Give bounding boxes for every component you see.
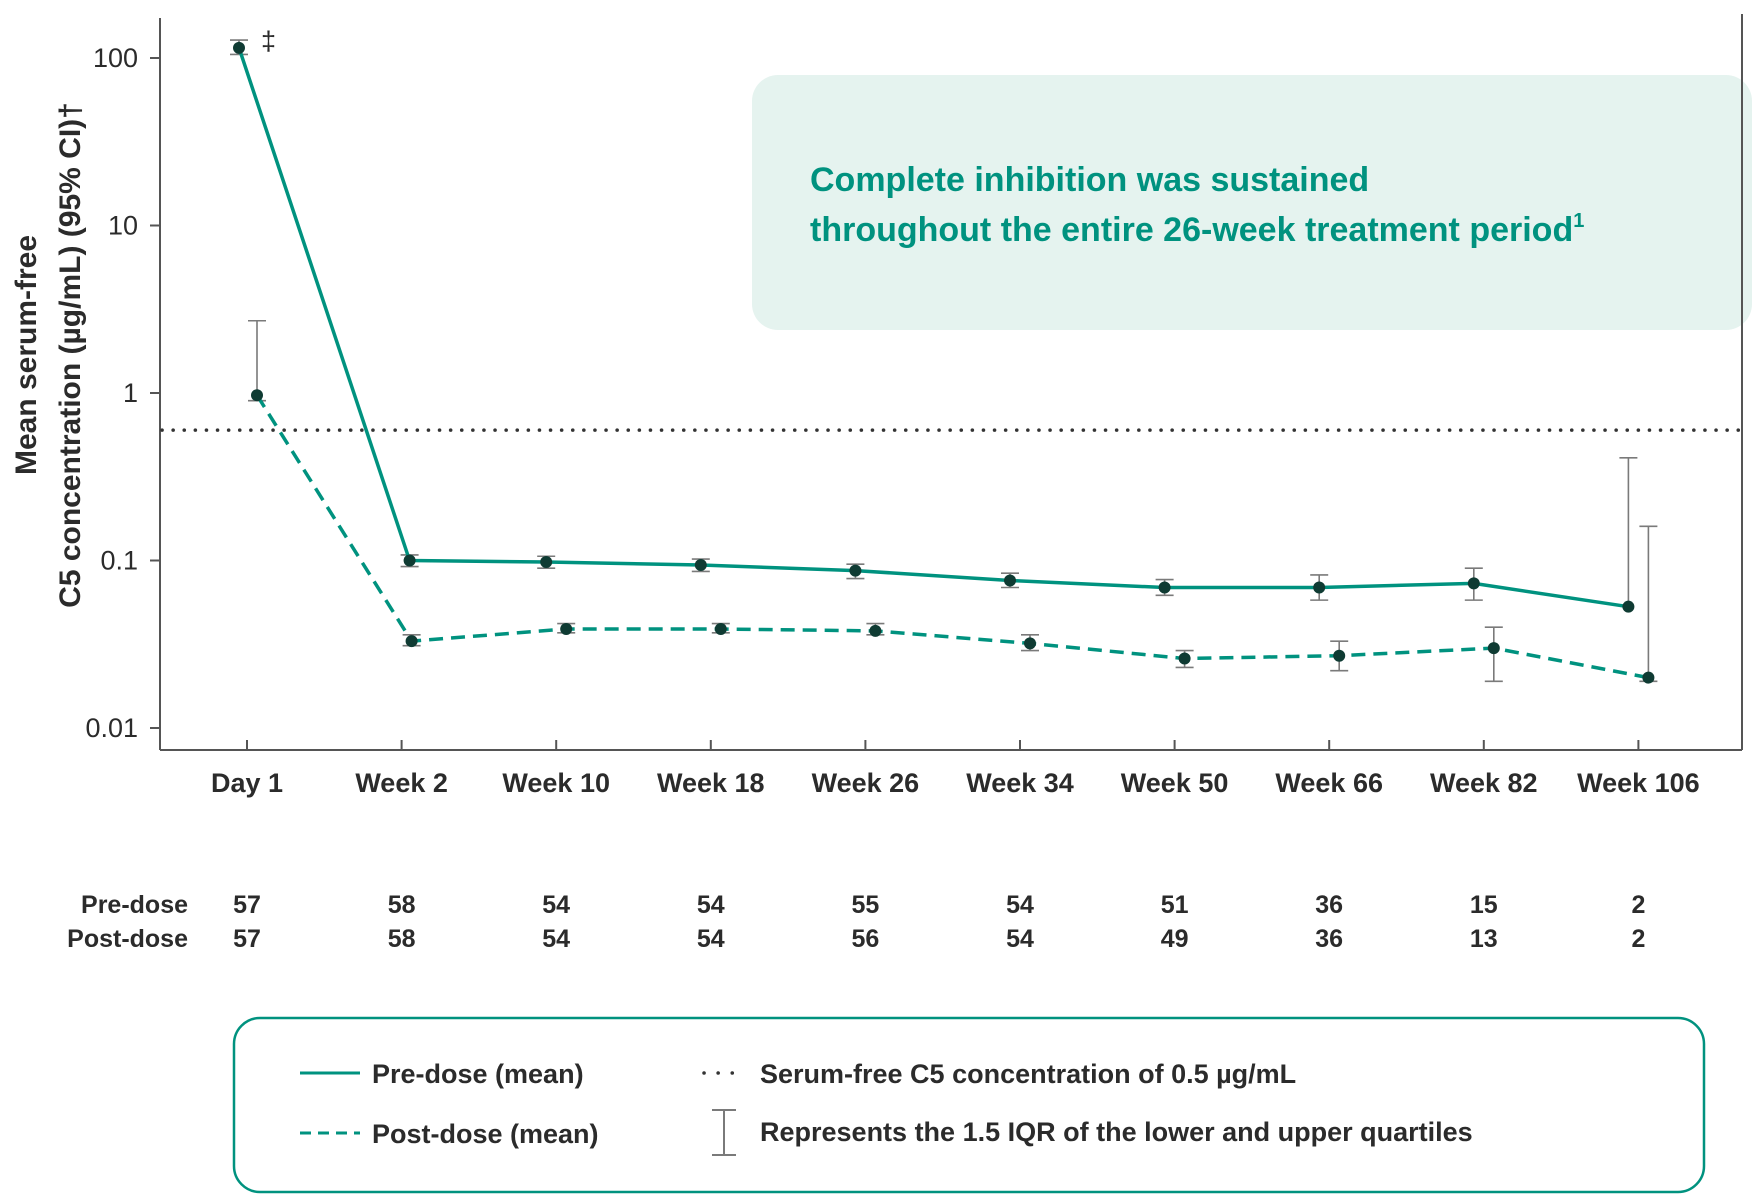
n-table-value: 58 [388, 891, 416, 919]
n-table-value: 54 [542, 891, 570, 919]
data-point-post-dose [1178, 652, 1191, 665]
legend-errorbar-icon [712, 1109, 736, 1156]
data-point-post-dose [869, 624, 882, 637]
legend-pre-label: Pre-dose (mean) [372, 1059, 584, 1089]
data-point-post-dose [1487, 642, 1500, 655]
y-tick-label: 0.01 [85, 713, 138, 743]
legend-post-label: Post-dose (mean) [372, 1119, 599, 1149]
series-annotation: ‡ [261, 26, 276, 56]
n-table-value: 57 [233, 925, 261, 953]
legend-errorbar-label: Represents the 1.5 IQR of the lower and … [760, 1117, 1473, 1147]
x-tick-label: Week 2 [355, 768, 448, 798]
data-point-pre-dose [540, 555, 553, 568]
data-point-pre-dose [1158, 581, 1171, 594]
data-point-post-dose [560, 622, 573, 635]
n-table-value: 36 [1315, 891, 1343, 919]
n-table-value: 36 [1315, 925, 1343, 953]
n-table: Pre-dose 57 58 54 54 55 54 51 36 15 2 Post-dose 57 58… [67, 891, 1645, 953]
series-layer [237, 47, 1649, 680]
data-point-post-dose [714, 622, 727, 635]
x-ticks: Day 1 Week 2 Week 10 Week 18 Week 26 Week 34 W… [211, 740, 1700, 798]
callout-line-1: Complete inhibition was sustained [810, 161, 1369, 199]
data-point-pre-dose [694, 559, 707, 572]
x-tick-label: Week 34 [966, 768, 1074, 798]
x-tick-label: Week 50 [1121, 768, 1229, 798]
data-point-pre-dose [1313, 581, 1326, 594]
n-table-value: 13 [1470, 925, 1498, 953]
series-line-pre-dose [237, 47, 1629, 609]
n-table-row-label: Pre-dose [81, 891, 188, 919]
data-point-pre-dose [1467, 577, 1480, 590]
n-table-value: 49 [1161, 925, 1189, 953]
n-table-value: 55 [851, 891, 879, 919]
n-table-value: 2 [1631, 925, 1645, 953]
point-layer: ‡ [233, 26, 1655, 684]
data-point-pre-dose [849, 564, 862, 577]
data-point-pre-dose [403, 554, 416, 567]
callout-box [752, 75, 1752, 330]
data-point-pre-dose [233, 41, 245, 54]
callout-line-2-text: throughout the entire 26-week treatment … [810, 211, 1573, 249]
n-table-value: 51 [1161, 891, 1189, 919]
x-tick-label: Week 18 [657, 768, 765, 798]
n-table-value: 57 [233, 891, 261, 919]
y-axis-label-line-1: Mean serum-free [10, 235, 43, 475]
x-tick-label: Week 10 [502, 768, 610, 798]
y-tick-label: 0.1 [100, 546, 138, 576]
callout-line-2: throughout the entire 26-week treatment … [810, 210, 1584, 249]
y-tick-label: 100 [93, 43, 138, 73]
n-table-value: 54 [697, 891, 725, 919]
data-point-post-dose [1333, 649, 1346, 662]
data-point-post-dose [1024, 637, 1036, 650]
x-tick-label: Week 66 [1275, 768, 1383, 798]
n-table-value: 15 [1470, 891, 1498, 919]
data-point-post-dose [1642, 671, 1655, 684]
y-tick-label: 1 [123, 378, 138, 408]
n-table-value: 54 [1006, 925, 1034, 953]
n-table-row-label: Post-dose [67, 925, 188, 953]
y-ticks: 100 10 1 0.1 0.01 [85, 43, 160, 743]
x-tick-label: Week 26 [812, 768, 920, 798]
data-point-pre-dose [1004, 574, 1016, 587]
n-table-value: 54 [1006, 891, 1034, 919]
callout-superscript: 1 [1573, 210, 1584, 232]
n-table-value: 54 [542, 925, 570, 953]
y-axis-label-line-2: C5 concentration (µg/mL) (95% CI)† [54, 102, 87, 608]
y-tick-label: 10 [108, 211, 138, 241]
n-table-value: 56 [851, 925, 879, 953]
data-point-pre-dose [1622, 600, 1635, 613]
data-point-post-dose [251, 389, 263, 402]
data-point-post-dose [405, 635, 418, 648]
legend-threshold-label: Serum-free C5 concentration of 0.5 µg/mL [760, 1059, 1296, 1089]
x-tick-label: Day 1 [211, 768, 283, 798]
n-table-value: 58 [388, 925, 416, 953]
n-table-value: 54 [697, 925, 725, 953]
n-table-value: 2 [1631, 891, 1645, 919]
series-line-post-dose [255, 394, 1649, 680]
x-tick-label: Week 82 [1430, 768, 1538, 798]
x-tick-label: Week 106 [1577, 768, 1700, 798]
legend-box [232, 1016, 1706, 1194]
